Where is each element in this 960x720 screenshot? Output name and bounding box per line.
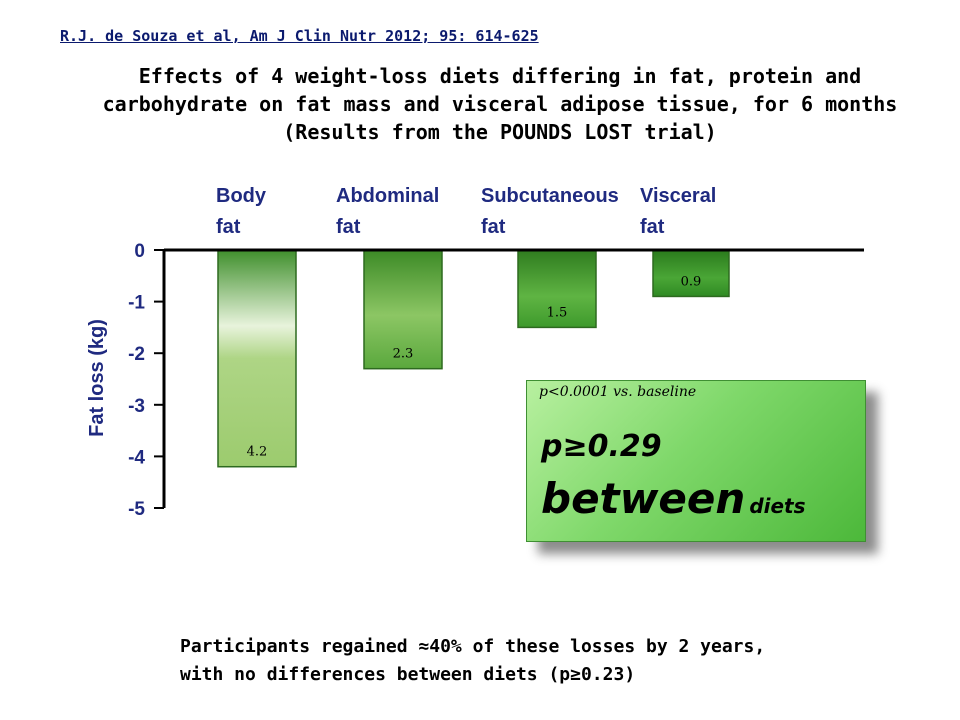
y-tick-label: -3 (128, 396, 145, 417)
category-label: Abdominal fat (336, 185, 439, 238)
y-tick-label: -2 (128, 344, 145, 365)
footnote-line-2: with no differences between diets (p≥0.2… (180, 664, 636, 685)
stat-p-value: p≥0.29 (541, 429, 662, 464)
footnote: Participants regained ≈40% of these loss… (180, 633, 765, 689)
title-line-3: (Results from the POUNDS LOST trial) (283, 120, 717, 144)
bar-abdominal-fat (363, 249, 443, 370)
bar-body-fat (217, 249, 297, 468)
chart-title: Effects of 4 weight-loss diets differing… (60, 62, 940, 146)
footnote-line-1: Participants regained ≈40% of these loss… (180, 636, 766, 657)
category-label: Subcutaneous fat (481, 185, 619, 238)
title-line-1: Effects of 4 weight-loss diets differing… (138, 64, 862, 88)
y-tick-label: 0 (134, 241, 145, 262)
y-tick-label: -4 (128, 447, 145, 468)
stat-baseline-note: p<0.0001 vs. baseline (539, 384, 697, 400)
stat-diets-word: diets (749, 494, 806, 518)
bar-visceral-fat (652, 249, 730, 298)
y-tick-label: -5 (128, 499, 145, 520)
stat-between-line: between diets (541, 474, 806, 523)
data-label: 2.3 (393, 347, 414, 362)
stat-between-word: between (541, 474, 746, 523)
y-tick-label: -1 (128, 293, 145, 314)
data-label: 1.5 (547, 305, 568, 320)
statistics-callout: p<0.0001 vs. baseline p≥0.29 between diet… (526, 380, 866, 542)
category-label: Visceral fat (640, 185, 716, 238)
bar-subcutaneous-fat (517, 249, 597, 329)
category-label: Body fat (216, 185, 267, 238)
data-label: 4.2 (247, 445, 268, 460)
citation: R.J. de Souza et al, Am J Clin Nutr 2012… (60, 27, 539, 45)
data-label: 0.9 (681, 274, 702, 289)
title-line-2: carbohydrate on fat mass and visceral ad… (102, 92, 898, 116)
y-axis-label: Fat loss (kg) (86, 319, 108, 437)
